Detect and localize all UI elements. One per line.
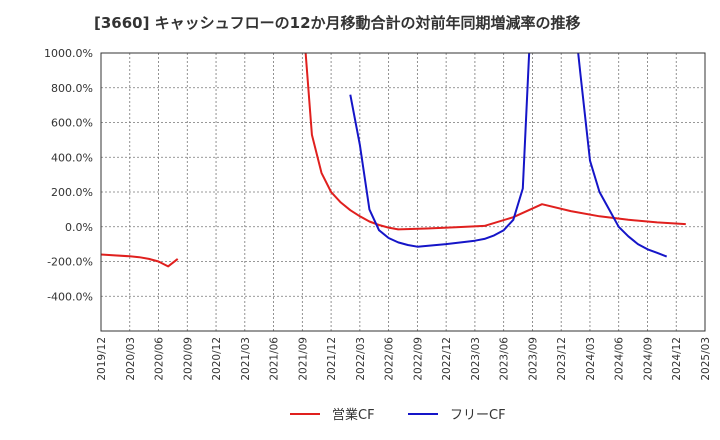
y-tick-label: 200.0% [51,186,93,199]
y-tick-label: 0.0% [65,221,93,234]
series-layer [101,53,686,268]
series-line-operating-cf [101,253,179,268]
x-tick-label: 2023/12 [556,337,568,381]
x-tick-label: 2022/06 [384,337,396,381]
x-tick-label: 2023/09 [527,337,539,381]
x-tick-label: 2020/06 [154,337,166,381]
x-tick-label: 2023/03 [470,337,482,381]
x-tick-label: 2022/03 [355,337,367,381]
x-tick-label: 2021/09 [297,337,309,381]
x-tick-label: 2020/03 [125,337,137,381]
x-tick-label: 2024/12 [671,337,683,381]
y-tick-label: 800.0% [51,82,93,95]
y-tick-label: 1000.0% [44,47,93,60]
x-tick-label: 2024/09 [642,337,654,381]
x-tick-label: 2019/12 [96,337,108,381]
plot-frame [100,52,706,332]
legend[interactable]: 営業CF フリーCF [290,407,506,423]
x-tick-label: 2022/12 [441,337,453,381]
x-tick-label: 2021/03 [240,337,252,381]
series-line-free-cf [349,53,531,248]
x-tick-label: 2024/03 [585,337,597,381]
x-tick-label: 2024/06 [614,337,626,381]
legend-label: フリーCF [450,408,506,423]
series-line-free-cf [577,53,668,258]
x-tick-label: 2025/03 [700,337,712,381]
x-tick-label: 2021/06 [269,337,281,381]
chart-title: [3660] キャッシュフローの12か月移動合計の対前年同期増減率の推移 [94,14,581,32]
y-tick-label: -200.0% [47,256,93,269]
x-tick-label: 2020/09 [182,337,194,381]
series-line-operating-cf [304,53,686,231]
y-tick-label: 600.0% [51,117,93,130]
grid [100,52,706,332]
y-axis-ticks: 1000.0% 800.0% 600.0% 400.0% 200.0% 0.0% -200.… [44,47,93,303]
x-tick-label: 2020/12 [211,337,223,381]
y-tick-label: -400.0% [47,290,93,303]
y-tick-label: 400.0% [51,151,93,164]
legend-label: 営業CF [332,407,375,423]
x-tick-label: 2023/06 [499,337,511,381]
x-tick-label: 2021/12 [326,337,338,381]
x-axis-ticks: 2019/12 2020/03 2020/06 2020/09 2020/12 2021/… [96,337,712,381]
x-tick-label: 2022/09 [412,337,424,381]
